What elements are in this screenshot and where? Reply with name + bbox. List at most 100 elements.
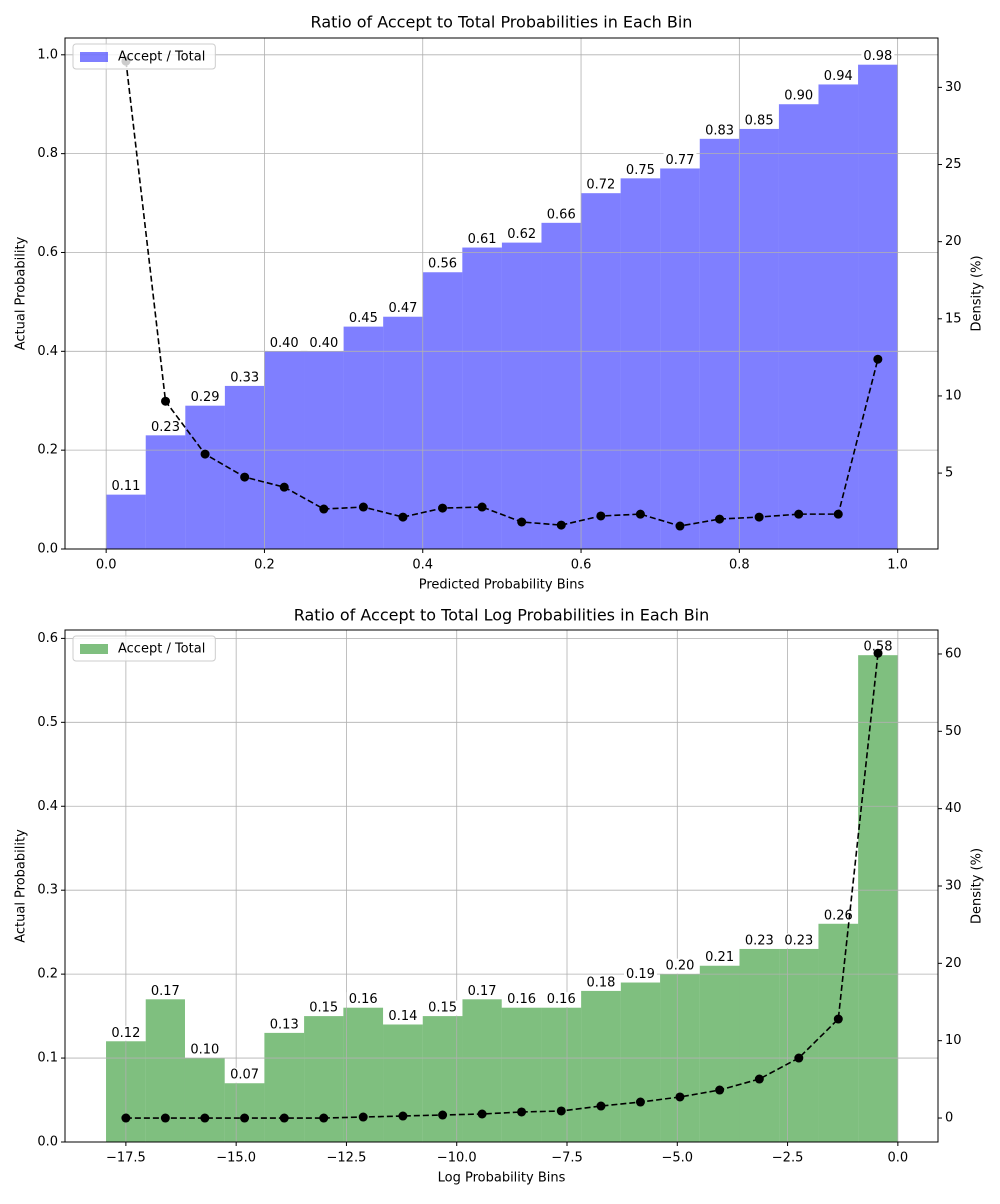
density-marker [358,1112,368,1122]
value-label: 0.13 [270,1017,299,1032]
value-label-bg [109,479,143,495]
density-marker [319,1113,329,1123]
density-marker [200,449,210,459]
y-tick-label: 0.3 [37,883,58,898]
density-marker [398,512,408,522]
y2-tick-label: 20 [945,234,962,249]
axes-frame [64,629,939,1143]
legend-swatch [80,52,108,62]
value-label-bg [782,88,816,104]
y-tick-label: 0.0 [37,542,58,557]
value-label: 0.98 [863,49,892,64]
bar [343,1007,384,1142]
value-label-bg [148,983,182,999]
y-tick-label: 0.0 [37,1135,58,1150]
x-tick-label: 1.0 [887,558,908,573]
value-label-bg [544,992,578,1008]
density-marker [715,1085,725,1095]
density-marker [635,509,645,519]
value-label-bg [821,68,855,84]
bar [660,168,700,549]
value-label-bg [505,227,539,243]
y2-tick-label: 10 [945,388,962,403]
bar [620,178,661,549]
bar [264,1032,305,1142]
density-marker [794,1053,804,1063]
value-label-bg [782,933,816,949]
chart-title: Ratio of Accept to Total Log Probabiliti… [294,606,710,625]
value-label: 0.85 [745,113,774,128]
y2-tick-label: 25 [945,157,962,172]
chart-title: Ratio of Accept to Total Probabilities i… [311,13,693,32]
y-axis-label: Actual Probability [14,236,29,350]
x-tick-label: 0.0 [888,1151,909,1166]
bar [858,64,898,550]
bar [541,222,582,550]
bar [581,193,621,549]
density-marker [596,511,606,521]
y2-tick-label: 40 [945,801,962,816]
value-label-bg [861,639,895,655]
value-label: 0.40 [309,336,338,351]
value-label: 0.12 [111,1026,140,1041]
density-marker [438,503,448,513]
density-marker [754,512,764,522]
value-label: 0.33 [230,370,259,385]
y2-tick-label: 60 [945,646,962,661]
x-tick-label: 0.0 [96,558,117,573]
value-label-bg [623,967,657,983]
density-marker [398,1111,408,1121]
y2-tick-label: 10 [945,1033,962,1048]
bar [818,84,859,550]
bar [699,965,740,1142]
density-marker [160,1113,170,1123]
axes-frame [64,37,939,550]
bar [304,1016,344,1142]
y-tick-label: 0.8 [37,146,58,161]
value-label-bg [307,1000,341,1016]
density-marker [517,517,527,527]
value-label: 0.23 [151,420,180,435]
bar [739,128,779,549]
y-tick-label: 0.6 [37,631,58,646]
y-tick-label: 0.1 [37,1051,58,1066]
legend-label: Accept / Total [118,642,205,657]
bar [620,982,661,1142]
value-label-bg [465,983,499,999]
value-label: 0.45 [349,311,378,326]
value-label-bg [663,958,697,974]
bar [541,1007,582,1142]
density-marker [121,1113,131,1123]
value-label-bg [465,232,499,248]
y2-tick-label: 15 [945,311,962,326]
y2-axis-label: Density (%) [970,255,985,331]
value-label-bg [346,992,380,1008]
y-tick-label: 0.4 [37,344,58,359]
value-label-bg [703,123,737,139]
value-label-bg [584,975,618,991]
value-label-bg [742,933,776,949]
value-label: 0.17 [151,984,180,999]
density-marker [635,1097,645,1107]
x-axis-label: Log Probability Bins [438,1171,566,1186]
value-label-bg [426,256,460,272]
bar [422,272,463,549]
value-label-bg [821,908,855,924]
y2-tick-label: 30 [945,879,962,894]
y2-tick-label: 5 [945,466,953,481]
value-label-bg [188,390,222,406]
value-label-bg [267,335,301,351]
density-marker [161,396,171,406]
value-label: 0.10 [190,1043,219,1058]
value-label-bg [544,207,578,223]
value-label: 0.83 [705,123,734,138]
value-label-bg [346,311,380,327]
legend-box [72,43,216,70]
y2-tick-label: 30 [945,80,962,95]
value-label: 0.47 [388,301,417,316]
x-tick-label: 0.4 [412,558,433,573]
y-tick-label: 0.5 [37,715,58,730]
bar [422,1016,463,1142]
x-tick-label: 0.6 [571,558,592,573]
